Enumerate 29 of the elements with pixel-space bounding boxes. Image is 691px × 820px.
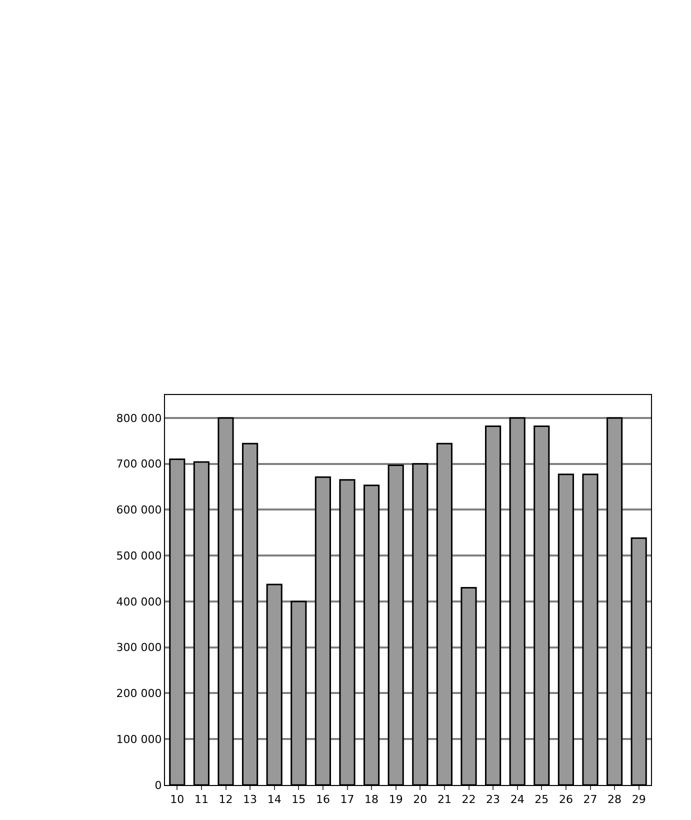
y-tick-label: 100 000 bbox=[116, 732, 162, 746]
x-tick-label: 21 bbox=[437, 793, 452, 806]
x-tick-label: 13 bbox=[243, 793, 258, 806]
x-tick-label: 12 bbox=[218, 793, 233, 806]
x-tick-label: 23 bbox=[486, 793, 500, 806]
x-tick-label: 22 bbox=[462, 793, 476, 806]
x-tick-label: 28 bbox=[608, 793, 622, 806]
y-tick-label: 600 000 bbox=[116, 504, 162, 517]
x-tick-label: 20 bbox=[413, 793, 428, 806]
y-tick-label: 800 000 bbox=[116, 412, 162, 425]
x-tick-label: 27 bbox=[583, 793, 598, 806]
x-tick-label: 18 bbox=[364, 793, 379, 806]
x-tick-label: 25 bbox=[534, 793, 549, 806]
x-tick-label: 15 bbox=[292, 793, 306, 806]
x-tick-label: 14 bbox=[267, 793, 282, 806]
x-tick-label: 10 bbox=[170, 793, 184, 806]
x-tick-label: 26 bbox=[558, 793, 573, 806]
x-tick-label: 24 bbox=[510, 793, 524, 806]
y-tick-label: 0 bbox=[154, 778, 162, 792]
x-tick-label: 17 bbox=[340, 793, 354, 806]
x-tick-label: 19 bbox=[388, 793, 403, 806]
y-tick-label: 300 000 bbox=[116, 641, 162, 654]
x-tick-label: 16 bbox=[316, 793, 330, 806]
x-tick-label: 29 bbox=[632, 793, 646, 806]
y-tick-label: 200 000 bbox=[116, 687, 162, 700]
y-tick-label: 700 000 bbox=[116, 458, 162, 471]
y-tick-label: 400 000 bbox=[116, 595, 162, 608]
x-tick-label: 11 bbox=[194, 793, 208, 806]
y-tick-label: 500 000 bbox=[116, 549, 162, 562]
